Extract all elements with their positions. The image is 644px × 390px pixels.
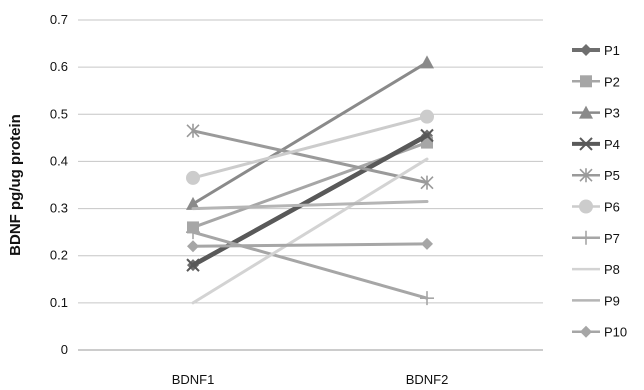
legend-label: P8 — [604, 262, 620, 277]
series-p5 — [186, 123, 434, 190]
series-line — [191, 129, 429, 185]
legend-item: P2 — [572, 74, 620, 89]
data-point — [186, 196, 200, 210]
data-point — [420, 128, 434, 143]
legend-marker — [579, 230, 593, 245]
data-point — [420, 109, 434, 124]
legend-label: P4 — [604, 137, 620, 152]
data-point — [420, 291, 434, 306]
data-point — [186, 170, 200, 185]
legend-item: P10 — [572, 325, 627, 340]
legend-item: P3 — [572, 105, 620, 121]
data-point — [187, 240, 199, 253]
legend-marker — [580, 75, 592, 88]
legend-label: P3 — [604, 106, 620, 121]
y-tick-label: 0.4 — [50, 153, 68, 168]
series-line — [191, 115, 429, 180]
y-tick-label: 0.2 — [50, 248, 68, 263]
series-p10 — [187, 237, 433, 253]
x-category-label: BDNF2 — [406, 372, 449, 387]
legend-marker — [580, 325, 592, 338]
series-line — [191, 157, 429, 305]
data-point — [186, 225, 200, 240]
legend-item: P9 — [572, 293, 620, 308]
series-line — [191, 200, 429, 211]
legend-label: P5 — [604, 168, 620, 183]
series-line — [191, 242, 429, 248]
y-tick-label: 0.7 — [50, 12, 68, 27]
data-point — [186, 258, 200, 272]
y-tick-label: 0.6 — [50, 59, 68, 74]
legend-item: P5 — [572, 168, 620, 183]
legend-item: P1 — [572, 43, 620, 58]
data-point — [420, 55, 434, 69]
series-p9 — [191, 200, 429, 211]
series-p7 — [186, 225, 434, 306]
y-tick-label: 0.1 — [50, 295, 68, 310]
x-category-label: BDNF1 — [172, 372, 215, 387]
legend-marker — [579, 199, 593, 214]
gridlines — [78, 19, 543, 351]
y-tick-labels: 0 0.1 0.2 0.3 0.4 0.5 0.6 0.7 — [50, 12, 68, 357]
legend-marker — [579, 105, 593, 119]
legend-label: P10 — [604, 325, 627, 340]
series-lines — [186, 55, 434, 306]
legend-marker — [579, 168, 593, 183]
data-point — [421, 237, 433, 250]
series-p3 — [186, 55, 434, 210]
legend-item: P6 — [572, 199, 620, 215]
legend-label: P6 — [604, 200, 620, 215]
series-p8 — [191, 157, 429, 305]
x-category-labels: BDNF1 BDNF2 — [172, 372, 449, 387]
legend-label: P7 — [604, 231, 620, 246]
data-point — [186, 123, 200, 138]
legend-label: P1 — [604, 43, 620, 58]
data-point — [420, 175, 434, 190]
y-tick-label: 0 — [61, 342, 68, 357]
legend-item: P4 — [572, 137, 620, 152]
y-axis-title: BDNF pg/ug protein — [7, 114, 24, 256]
series-line — [191, 230, 429, 300]
series-p4 — [186, 128, 434, 272]
legend-label: P2 — [604, 74, 620, 89]
legend-item: P7 — [572, 230, 620, 246]
legend-marker — [579, 137, 593, 151]
legend: P1 P2 P3 P4 P5 P6 P7 P8 P9 P10 — [572, 43, 627, 340]
legend-label: P9 — [604, 293, 620, 308]
legend-marker — [580, 44, 592, 56]
series-p6 — [186, 109, 434, 185]
y-tick-label: 0.5 — [50, 106, 68, 121]
legend-item: P8 — [572, 262, 620, 277]
series-line — [191, 60, 429, 206]
y-tick-label: 0.3 — [50, 201, 68, 216]
